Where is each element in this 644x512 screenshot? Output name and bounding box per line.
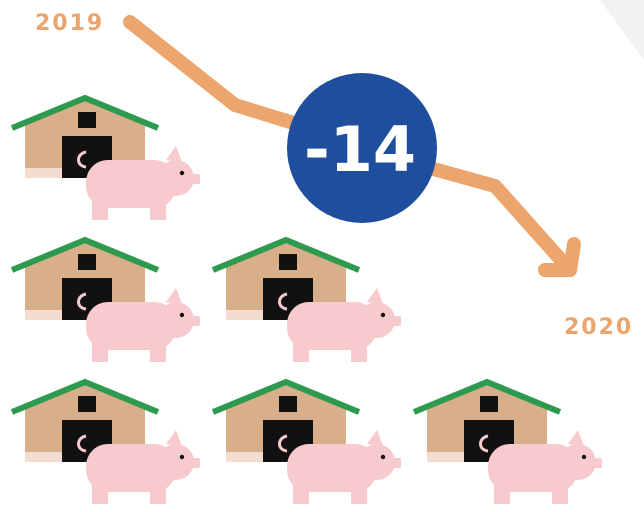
corner-shape [600,0,644,60]
infographic: 2019 2020 -14 [0,0,644,508]
farm-icon [12,98,200,220]
farm-icon [12,382,200,504]
farm-icon [213,240,401,362]
farm-icon [12,240,200,362]
farm-icon [414,382,602,504]
farm-icon [213,382,401,504]
page: 2019 2020 -14 (() => { const data = JSON… [0,0,644,508]
start-year: 2019 [35,11,104,36]
end-year: 2020 [564,315,633,340]
badge-value: -14 [304,113,416,186]
